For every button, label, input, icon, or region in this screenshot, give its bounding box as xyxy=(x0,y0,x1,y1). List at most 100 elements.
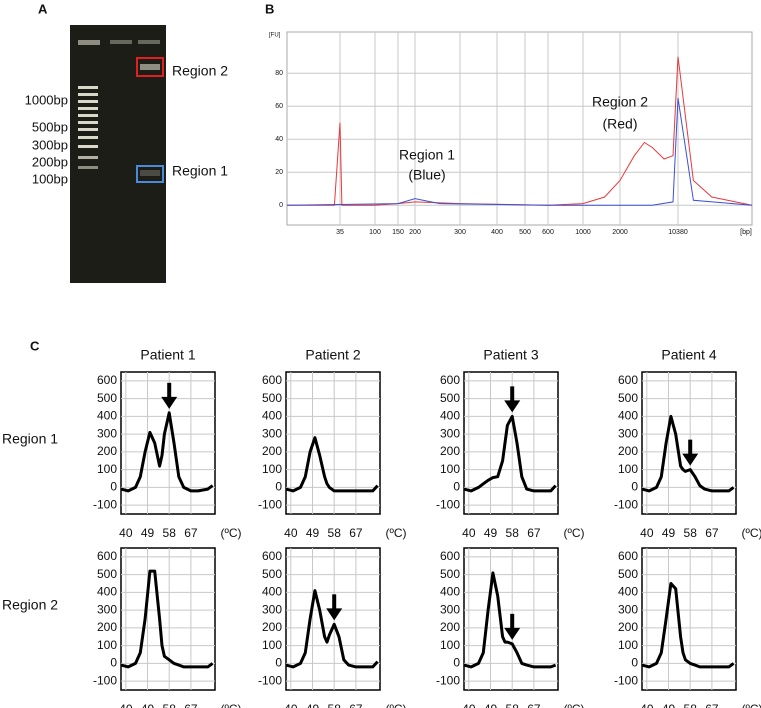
plot-area xyxy=(641,371,737,515)
x-tick-label: 67 xyxy=(705,702,719,708)
x-axis-label: [bp] xyxy=(740,229,752,236)
x-tick-label: 40 xyxy=(284,702,298,708)
y-tick-label: 0 xyxy=(453,656,460,670)
y-tick-label: -100 xyxy=(436,497,460,511)
x-tick-label: 49 xyxy=(306,702,320,708)
x-tick-label: 40 xyxy=(640,702,654,708)
data-line xyxy=(641,414,735,493)
y-tick-label: 500 xyxy=(618,567,638,581)
x-tick-label: 67 xyxy=(705,526,719,540)
x-tick-label: 49 xyxy=(484,702,498,708)
plot-area xyxy=(120,547,216,691)
plot-area xyxy=(285,371,381,515)
x-tick-label: 58 xyxy=(163,702,177,708)
x-tick-label: 1000 xyxy=(575,229,591,236)
x-axis-label: (ºC) xyxy=(741,526,761,540)
y-tick-label: 400 xyxy=(97,409,117,423)
x-tick-label: 600 xyxy=(542,229,554,236)
y-tick-label: -100 xyxy=(258,673,282,687)
y-tick-label: 0 xyxy=(279,202,283,209)
data-line xyxy=(285,589,379,669)
y-tick-label: 0 xyxy=(453,480,460,494)
x-tick-label: 100 xyxy=(369,229,381,236)
x-tick-label: 49 xyxy=(484,526,498,540)
x-tick-label: 40 xyxy=(640,526,654,540)
arrow xyxy=(682,439,699,466)
annotation: Region 2 xyxy=(592,94,648,110)
y-tick-label: 200 xyxy=(97,620,117,634)
ladder-label: 300bp xyxy=(32,137,68,152)
column-title: Patient 4 xyxy=(661,347,716,363)
y-tick-label: 400 xyxy=(618,585,638,599)
data-line xyxy=(287,56,753,206)
y-tick-label: 300 xyxy=(618,602,638,616)
data-line xyxy=(120,569,214,669)
y-tick-label: 600 xyxy=(618,549,638,563)
row-title: Region 2 xyxy=(2,597,58,613)
x-tick-label: 58 xyxy=(684,526,698,540)
y-tick-label: 200 xyxy=(97,444,117,458)
y-tick-label: 600 xyxy=(440,549,460,563)
x-axis-label: (ºC) xyxy=(220,526,241,540)
data-line xyxy=(285,436,379,493)
x-tick-label: 10380 xyxy=(668,229,688,236)
panel-label: A xyxy=(38,1,48,16)
y-tick-label: 0 xyxy=(275,480,282,494)
y-tick-label: 200 xyxy=(618,620,638,634)
x-tick-label: 58 xyxy=(506,526,520,540)
x-axis-label: (ºC) xyxy=(385,702,406,708)
x-axis-label: (ºC) xyxy=(741,702,761,708)
y-tick-label: 0 xyxy=(631,480,638,494)
region-label: Region 1 xyxy=(172,163,228,179)
y-tick-label: 100 xyxy=(618,462,638,476)
y-tick-label: 400 xyxy=(97,585,117,599)
x-axis-label: (ºC) xyxy=(563,702,584,708)
y-tick-label: 300 xyxy=(618,426,638,440)
y-tick-label: -100 xyxy=(93,673,117,687)
x-tick-label: 67 xyxy=(184,526,198,540)
y-tick-label: 100 xyxy=(618,638,638,652)
y-tick-label: 600 xyxy=(97,373,117,387)
y-tick-label: 500 xyxy=(618,391,638,405)
y-tick-label: 300 xyxy=(262,426,282,440)
gel xyxy=(70,25,166,283)
region-box xyxy=(136,165,164,183)
y-tick-label: 500 xyxy=(97,391,117,405)
y-tick-label: 100 xyxy=(262,638,282,652)
y-tick-label: 100 xyxy=(97,638,117,652)
y-tick-label: 500 xyxy=(262,391,282,405)
y-tick-label: 300 xyxy=(97,602,117,616)
x-tick-label: 67 xyxy=(527,526,541,540)
y-tick-label: 500 xyxy=(262,567,282,581)
x-tick-label: 150 xyxy=(392,229,404,236)
x-tick-label: 40 xyxy=(462,526,476,540)
column-title: Patient 3 xyxy=(483,347,538,363)
plot-area xyxy=(463,547,559,691)
y-tick-label: 300 xyxy=(262,602,282,616)
column-title: Patient 1 xyxy=(140,347,195,363)
x-tick-label: 49 xyxy=(306,526,320,540)
row-title: Region 1 xyxy=(2,431,58,447)
x-tick-label: 67 xyxy=(349,702,363,708)
y-tick-label: 400 xyxy=(262,585,282,599)
y-tick-label: 0 xyxy=(631,656,638,670)
ladder-label: 200bp xyxy=(32,154,68,169)
plot-area xyxy=(286,31,753,226)
y-tick-label: 600 xyxy=(262,549,282,563)
data-line xyxy=(120,411,214,493)
plot-area xyxy=(641,547,737,691)
y-tick-label: 60 xyxy=(275,103,283,110)
y-tick-label: 0 xyxy=(275,656,282,670)
x-tick-label: 300 xyxy=(454,229,466,236)
data-line xyxy=(463,414,557,493)
y-tick-label: 80 xyxy=(275,70,283,77)
y-tick-label: -100 xyxy=(614,497,638,511)
x-tick-label: 40 xyxy=(462,702,476,708)
x-tick-label: 49 xyxy=(141,526,155,540)
y-tick-label: 600 xyxy=(262,373,282,387)
y-tick-label: 300 xyxy=(97,426,117,440)
y-tick-label: 500 xyxy=(440,567,460,581)
y-tick-label: 20 xyxy=(275,169,283,176)
data-line xyxy=(463,571,557,669)
y-tick-label: 500 xyxy=(97,567,117,581)
